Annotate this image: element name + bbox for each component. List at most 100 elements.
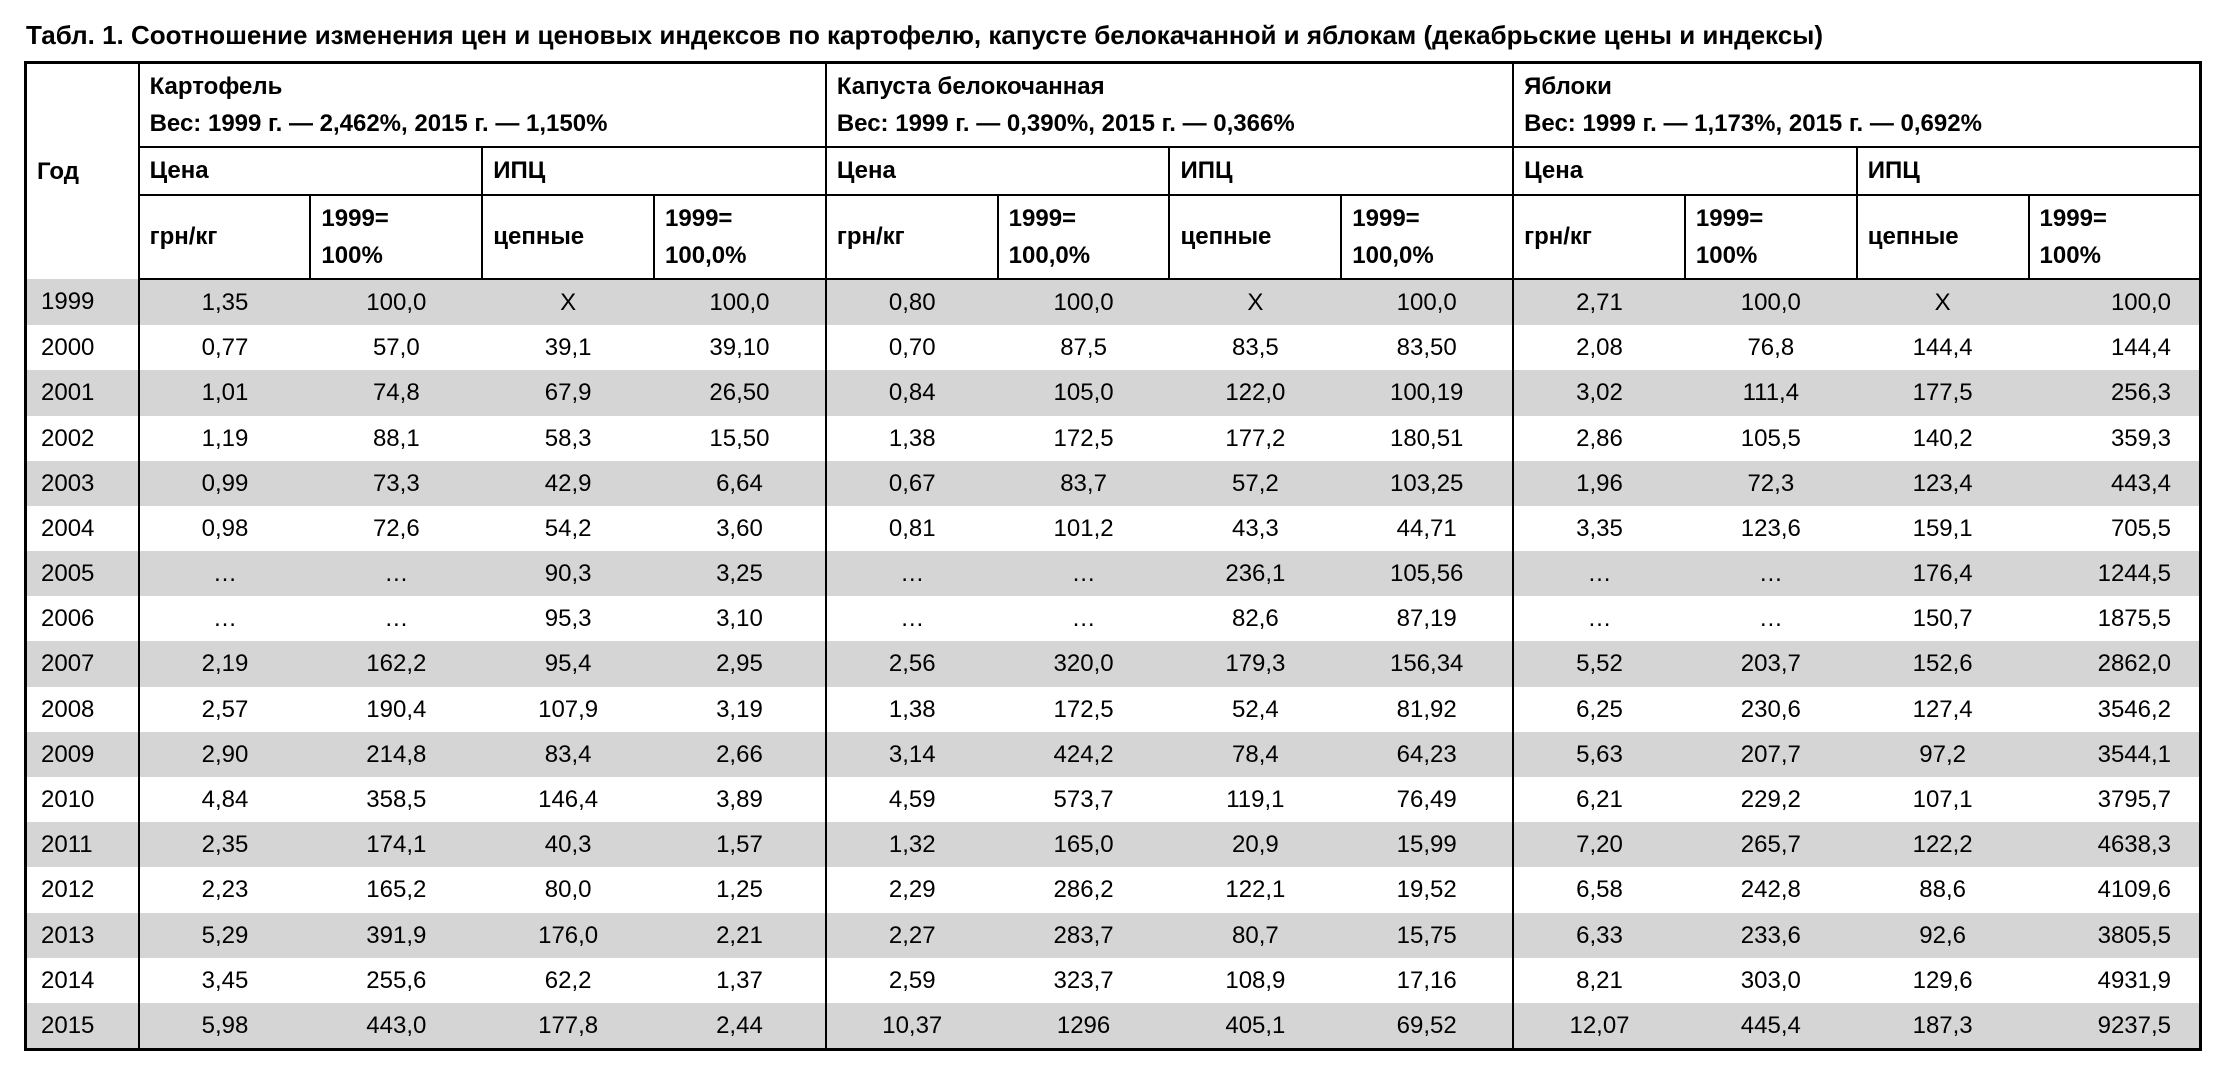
- cell-value: 80,7: [1169, 913, 1341, 958]
- cell-value: 100,0: [654, 279, 826, 325]
- cell-value: 83,7: [998, 461, 1170, 506]
- cell-value: 236,1: [1169, 551, 1341, 596]
- col-price-2: Цена: [1513, 147, 1857, 194]
- cell-value: 5,63: [1513, 732, 1685, 777]
- col-cpi-1: ИПЦ: [1169, 147, 1513, 194]
- cell-value: 123,6: [1685, 506, 1857, 551]
- cell-value: 214,8: [310, 732, 482, 777]
- cell-value: 76,8: [1685, 325, 1857, 370]
- cell-value: 100,0: [310, 279, 482, 325]
- cell-value: 43,3: [1169, 506, 1341, 551]
- cell-value: 108,9: [1169, 958, 1341, 1003]
- cell-value: 6,64: [654, 461, 826, 506]
- cell-value: 2,21: [654, 913, 826, 958]
- table-row: 20011,0174,867,926,500,84105,0122,0100,1…: [26, 370, 2201, 415]
- cell-value: …: [139, 551, 311, 596]
- cell-value: 445,4: [1685, 1003, 1857, 1050]
- cell-value: 1,38: [826, 687, 998, 732]
- cell-value: 9237,5: [2029, 1003, 2201, 1050]
- cell-value: 2,59: [826, 958, 998, 1003]
- cell-value: 101,2: [998, 506, 1170, 551]
- cell-value: 54,2: [482, 506, 654, 551]
- cell-value: 162,2: [310, 641, 482, 686]
- cell-value: 3795,7: [2029, 777, 2201, 822]
- col-price-0: Цена: [139, 147, 483, 194]
- cell-value: 391,9: [310, 913, 482, 958]
- cell-value: 0,80: [826, 279, 998, 325]
- cell-year: 2001: [26, 370, 139, 415]
- cell-value: 165,0: [998, 822, 1170, 867]
- cell-value: 0,77: [139, 325, 311, 370]
- cell-value: 177,2: [1169, 416, 1341, 461]
- cell-value: 72,6: [310, 506, 482, 551]
- price-index-table: Год Картофель Вес: 1999 г. — 2,462%, 201…: [24, 61, 2202, 1051]
- cell-value: 97,2: [1857, 732, 2029, 777]
- cell-value: 0,84: [826, 370, 998, 415]
- cell-value: 20,9: [1169, 822, 1341, 867]
- cell-value: 0,67: [826, 461, 998, 506]
- cell-value: 1,01: [139, 370, 311, 415]
- hdr-p0-cpibase: 1999=100,0%: [654, 195, 826, 279]
- cell-value: 105,56: [1341, 551, 1513, 596]
- cell-value: 92,6: [1857, 913, 2029, 958]
- hdr-p2-cpibase: 1999=100%: [2029, 195, 2201, 279]
- cell-value: 5,52: [1513, 641, 1685, 686]
- cell-value: 256,3: [2029, 370, 2201, 415]
- cell-value: 4109,6: [2029, 867, 2201, 912]
- cell-value: 105,5: [1685, 416, 1857, 461]
- table-row: 2005……90,33,25……236,1105,56……176,41244,5: [26, 551, 2201, 596]
- cell-value: 359,3: [2029, 416, 2201, 461]
- cell-value: 3,14: [826, 732, 998, 777]
- cell-value: 81,92: [1341, 687, 1513, 732]
- cell-value: 4,59: [826, 777, 998, 822]
- table-row: 20135,29391,9176,02,212,27283,780,715,75…: [26, 913, 2201, 958]
- table-row: 19991,35100,0X100,00,80100,0X100,02,7110…: [26, 279, 2201, 325]
- cell-value: 303,0: [1685, 958, 1857, 1003]
- cell-year: 2003: [26, 461, 139, 506]
- cell-value: 1,96: [1513, 461, 1685, 506]
- cell-value: 705,5: [2029, 506, 2201, 551]
- cell-value: 1,37: [654, 958, 826, 1003]
- cell-value: 177,8: [482, 1003, 654, 1050]
- cell-value: 100,0: [998, 279, 1170, 325]
- cell-value: 6,33: [1513, 913, 1685, 958]
- table-caption: Табл. 1. Соотношение изменения цен и цен…: [26, 20, 2202, 51]
- cell-year: 2006: [26, 596, 139, 641]
- cell-year: 1999: [26, 279, 139, 325]
- cell-year: 2011: [26, 822, 139, 867]
- cell-value: 1,25: [654, 867, 826, 912]
- cell-value: 174,1: [310, 822, 482, 867]
- hdr-p0-unit: грн/кг: [139, 195, 311, 279]
- table-row: 20092,90214,883,42,663,14424,278,464,235…: [26, 732, 2201, 777]
- cell-value: 52,4: [1169, 687, 1341, 732]
- cell-value: 286,2: [998, 867, 1170, 912]
- cell-value: 107,9: [482, 687, 654, 732]
- cell-value: 443,0: [310, 1003, 482, 1050]
- cell-value: 150,7: [1857, 596, 2029, 641]
- cell-value: 39,10: [654, 325, 826, 370]
- hdr-p1-unit: грн/кг: [826, 195, 998, 279]
- col-product-2: Яблоки Вес: 1999 г. — 1,173%, 2015 г. — …: [1513, 63, 2200, 148]
- cell-value: 1244,5: [2029, 551, 2201, 596]
- table-body: 19991,35100,0X100,00,80100,0X100,02,7110…: [26, 279, 2201, 1050]
- cell-value: 180,51: [1341, 416, 1513, 461]
- cell-value: 122,1: [1169, 867, 1341, 912]
- cell-value: 129,6: [1857, 958, 2029, 1003]
- cell-value: 83,50: [1341, 325, 1513, 370]
- cell-value: 4,84: [139, 777, 311, 822]
- hdr-p2-base: 1999=100%: [1685, 195, 1857, 279]
- cell-value: 2,57: [139, 687, 311, 732]
- cell-value: 100,0: [1341, 279, 1513, 325]
- cell-value: 573,7: [998, 777, 1170, 822]
- cell-value: 229,2: [1685, 777, 1857, 822]
- cell-value: 127,4: [1857, 687, 2029, 732]
- cell-value: 3,89: [654, 777, 826, 822]
- cell-value: 187,3: [1857, 1003, 2029, 1050]
- cell-value: 119,1: [1169, 777, 1341, 822]
- cell-value: 2,23: [139, 867, 311, 912]
- cell-value: 111,4: [1685, 370, 1857, 415]
- cell-value: X: [1857, 279, 2029, 325]
- cell-value: 0,98: [139, 506, 311, 551]
- cell-value: 83,5: [1169, 325, 1341, 370]
- cell-value: 0,81: [826, 506, 998, 551]
